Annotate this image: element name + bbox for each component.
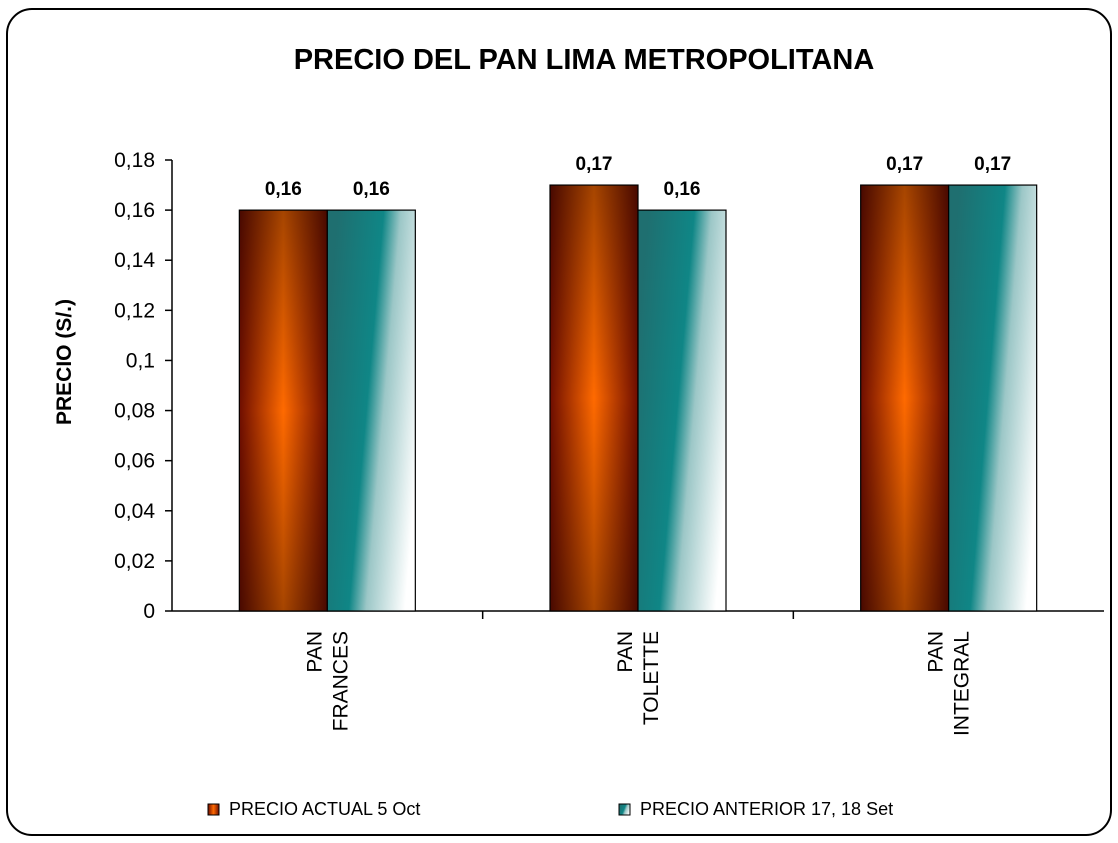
category-label-line: PAN [925, 631, 948, 673]
y-tick-label: 0,04 [114, 500, 155, 523]
legend-label-actual: PRECIO ACTUAL 5 Oct [229, 799, 420, 819]
legend: PRECIO ACTUAL 5 Oct PRECIO ANTERIOR 17, … [207, 799, 893, 819]
chart-title: PRECIO DEL PAN LIMA METROPOLITANA [294, 44, 875, 76]
data-label: 0,16 [664, 179, 701, 200]
legend-label-anterior: PRECIO ANTERIOR 17, 18 Set [640, 799, 893, 819]
category-label-line: PAN [303, 631, 326, 673]
y-tick-label: 0,08 [114, 400, 155, 423]
chart-frame [6, 8, 1112, 836]
y-tick-label: 0,1 [126, 349, 155, 372]
y-tick-label: 0,14 [114, 249, 155, 272]
bar-shading [239, 210, 328, 611]
y-axis-label: PRECIO (S/.) [53, 299, 76, 425]
y-tick-label: 0,06 [114, 450, 155, 473]
y-tick-label: 0,12 [114, 299, 155, 322]
category-labels-group: PAN FRANCES PAN TOLETTE PAN INTEGRAL [303, 631, 973, 736]
data-label: 0,16 [353, 179, 390, 200]
category-label: PAN INTEGRAL [925, 631, 974, 736]
bar-precio-anterior [637, 209, 727, 612]
y-tick-label: 0,16 [114, 199, 155, 222]
legend-swatch-anterior [618, 803, 631, 816]
y-tick-label: 0,02 [114, 550, 155, 573]
data-label: 0,16 [265, 179, 302, 200]
data-label: 0,17 [886, 154, 923, 175]
legend-swatch-actual [207, 803, 220, 816]
y-tick-label: 0,18 [114, 149, 155, 172]
bar-shading [550, 185, 638, 612]
bar-precio-anterior [326, 209, 416, 612]
bars-group [238, 184, 1038, 612]
bar-shading [860, 185, 949, 612]
category-label-line: TOLETTE [640, 631, 663, 725]
y-tick-label: 0 [143, 600, 155, 623]
data-label: 0,17 [974, 154, 1011, 175]
data-label: 0,17 [576, 154, 613, 175]
bar-precio-anterior [948, 184, 1038, 612]
category-label-line: PAN [614, 631, 637, 673]
category-label-line: FRANCES [329, 631, 352, 731]
data-labels-group: 0,16 0,16 0,17 0,16 0,17 0,17 [265, 154, 1011, 200]
category-label: PAN FRANCES [303, 631, 352, 731]
category-label-line: INTEGRAL [951, 631, 974, 736]
category-label: PAN TOLETTE [614, 631, 663, 725]
